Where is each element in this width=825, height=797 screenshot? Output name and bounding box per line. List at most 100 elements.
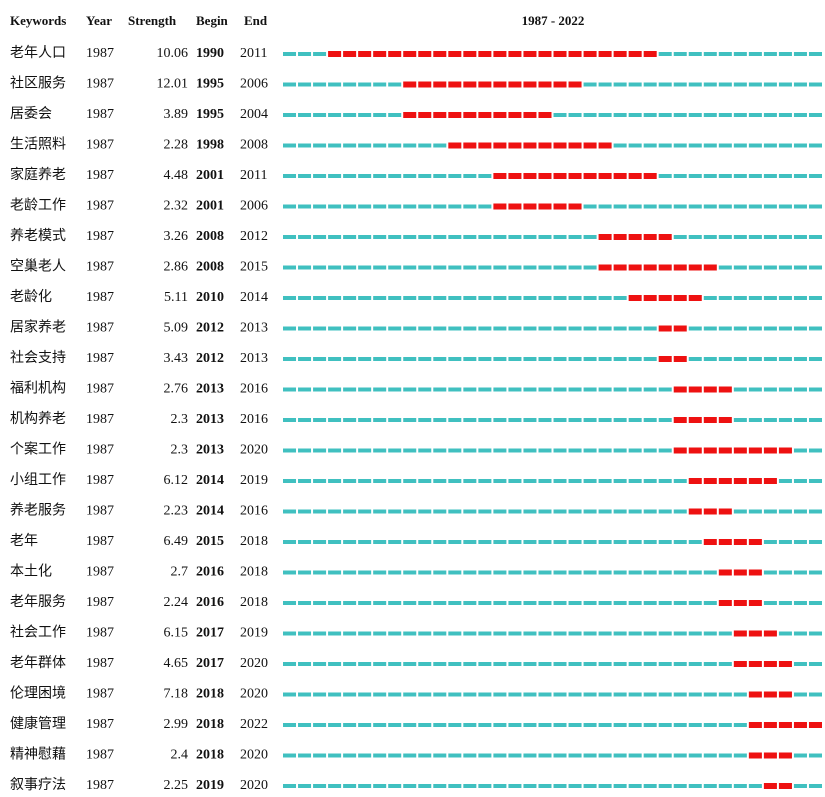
timeline-segment xyxy=(493,387,507,392)
timeline-segment xyxy=(778,326,792,331)
timeline-segment xyxy=(538,631,552,636)
timeline-segment xyxy=(613,113,627,117)
timeline-segment xyxy=(433,570,447,575)
year-label: 1987 xyxy=(86,199,114,214)
burst-segment xyxy=(493,203,507,210)
timeline-segment xyxy=(643,570,657,575)
burst-segment xyxy=(388,51,402,57)
burst-segment xyxy=(673,264,687,271)
timeline-segment xyxy=(358,784,372,788)
burst-segment xyxy=(463,112,477,118)
timeline-segment xyxy=(373,265,387,270)
timeline-segment xyxy=(343,509,357,514)
timeline-segment xyxy=(568,357,582,361)
timeline-segment xyxy=(448,418,462,422)
burst-segment xyxy=(508,51,522,57)
timeline-segment xyxy=(373,418,387,422)
timeline-segment xyxy=(328,509,342,514)
timeline-segment xyxy=(343,204,357,209)
year-label: 1987 xyxy=(86,290,114,305)
timeline-segment xyxy=(808,448,822,453)
timeline-segment xyxy=(718,631,732,636)
burst-segment xyxy=(478,112,492,118)
timeline-segment xyxy=(343,692,357,697)
timeline-segment xyxy=(598,692,612,697)
end-label: 2020 xyxy=(240,778,268,793)
timeline-segment xyxy=(403,601,417,605)
timeline-segment xyxy=(343,265,357,270)
timeline-segment xyxy=(508,326,522,331)
timeline-segment xyxy=(808,509,822,514)
timeline-segment xyxy=(523,662,537,666)
timeline-segment xyxy=(553,601,567,605)
timeline-segment xyxy=(718,174,732,178)
timeline-segment xyxy=(418,601,432,605)
timeline-segment xyxy=(733,82,747,87)
timeline-segment xyxy=(433,509,447,514)
strength-label: 4.48 xyxy=(164,168,189,183)
burst-segment xyxy=(553,142,567,149)
timeline-segment xyxy=(748,265,762,270)
timeline-segment xyxy=(718,52,732,56)
timeline-segment xyxy=(433,265,447,270)
timeline-segment xyxy=(598,753,612,758)
timeline-segment xyxy=(553,235,567,239)
timeline-segment xyxy=(673,479,687,483)
timeline-segment xyxy=(538,753,552,758)
timeline-segment xyxy=(448,662,462,666)
burst-segment xyxy=(508,81,522,88)
timeline-segment xyxy=(568,692,582,697)
timeline-segment xyxy=(808,540,822,544)
timeline-segment xyxy=(403,479,417,483)
burst-segment xyxy=(598,142,612,149)
timeline-segment xyxy=(568,387,582,392)
begin-label: 2014 xyxy=(196,504,224,519)
timeline-segment xyxy=(613,418,627,422)
timeline-segment xyxy=(688,631,702,636)
burst-segment xyxy=(583,142,597,149)
timeline-segment xyxy=(793,540,807,544)
timeline-segment xyxy=(583,631,597,636)
timeline-segment xyxy=(373,570,387,575)
timeline-segment xyxy=(358,601,372,605)
burst-segment xyxy=(403,51,417,57)
timeline-segment xyxy=(718,82,732,87)
timeline-segment xyxy=(283,631,297,636)
timeline-segment xyxy=(358,174,372,178)
timeline-segment xyxy=(418,540,432,544)
burst-segment xyxy=(748,722,762,728)
burst-segment xyxy=(478,81,492,88)
timeline-segment xyxy=(433,662,447,666)
burst-segment xyxy=(568,142,582,149)
timeline-segment xyxy=(703,784,717,788)
begin-label: 2017 xyxy=(196,626,224,641)
timeline-segment xyxy=(718,113,732,117)
timeline-segment xyxy=(793,570,807,575)
timeline-segment xyxy=(628,631,642,636)
end-label: 2018 xyxy=(240,534,268,549)
timeline-segment xyxy=(493,601,507,605)
begin-label: 2008 xyxy=(196,229,224,244)
timeline-segment xyxy=(733,723,747,727)
timeline-segment xyxy=(733,143,747,148)
timeline-segment xyxy=(613,540,627,544)
burst-segment xyxy=(778,722,792,728)
timeline-segment xyxy=(688,143,702,148)
timeline-segment xyxy=(478,479,492,483)
timeline-segment xyxy=(418,174,432,178)
keyword-label: 老年 xyxy=(10,533,38,549)
timeline-segment xyxy=(598,296,612,300)
timeline-segment xyxy=(328,570,342,575)
timeline-segment xyxy=(328,631,342,636)
burst-segment xyxy=(613,51,627,57)
burst-segment xyxy=(613,234,627,240)
timeline-segment xyxy=(373,662,387,666)
timeline-segment xyxy=(508,418,522,422)
begin-label: 2013 xyxy=(196,412,224,427)
timeline-segment xyxy=(598,326,612,331)
timeline-segment xyxy=(358,448,372,453)
timeline-segment xyxy=(328,143,342,148)
timeline-segment xyxy=(778,82,792,87)
end-label: 2008 xyxy=(240,138,268,153)
timeline-segment xyxy=(523,418,537,422)
